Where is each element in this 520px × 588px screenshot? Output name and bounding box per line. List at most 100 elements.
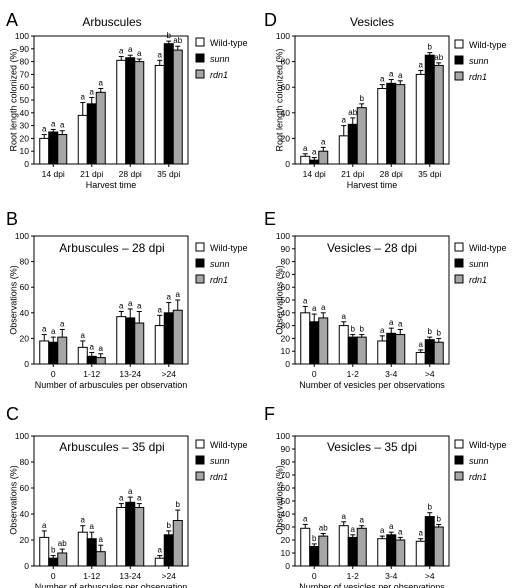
bar <box>377 340 388 365</box>
significance-label: a <box>380 526 385 535</box>
legend-label: Wild-type <box>469 243 507 253</box>
significance-label: a <box>60 319 65 328</box>
y-tick-label: 30 <box>281 321 291 331</box>
legend-swatch <box>454 242 464 252</box>
bar <box>77 531 88 567</box>
bar <box>95 551 106 567</box>
y-tick-label: 10 <box>281 346 291 356</box>
y-tick-label: 10 <box>281 548 291 558</box>
legend-label: sunn <box>210 259 230 269</box>
bar <box>347 336 358 365</box>
bar <box>356 527 367 567</box>
chart-title: Arbuscules <box>82 15 141 29</box>
y-tick-label: 40 <box>281 509 291 519</box>
y-tick-label: 0 <box>24 359 29 369</box>
bar <box>172 309 183 365</box>
legend-label: rdn1 <box>210 472 228 482</box>
bar <box>163 534 174 567</box>
x-tick-label: 28 dpi <box>380 169 403 179</box>
x-axis-label: Number of vesicles per observations <box>299 582 445 588</box>
bar <box>48 341 59 365</box>
bar <box>116 316 127 365</box>
bar <box>386 82 397 165</box>
legend: Wild-type sunn rdn1 <box>195 242 248 285</box>
legend-swatch <box>195 439 205 449</box>
legend: Wild-type sunn rdn1 <box>454 439 507 482</box>
x-tick-label: 14 dpi <box>42 169 65 179</box>
significance-label: ab <box>348 108 357 117</box>
x-tick-label: 35 dpi <box>418 169 441 179</box>
significance-label: a <box>119 494 124 503</box>
legend-label: Wild-type <box>210 38 248 48</box>
significance-label: a <box>398 527 403 536</box>
y-tick-label: 20 <box>281 333 291 343</box>
significance-label: b <box>351 325 356 334</box>
legend-swatch <box>454 439 464 449</box>
bar <box>125 57 136 165</box>
x-tick-label: >24 <box>162 571 177 581</box>
bar <box>57 134 68 165</box>
x-tick-label: 1-2 <box>347 571 360 581</box>
bar <box>395 334 406 365</box>
bar <box>95 91 106 165</box>
y-tick-label: 10 <box>20 146 30 156</box>
legend-swatch <box>195 37 205 47</box>
y-tick-label: 0 <box>285 561 290 571</box>
legend-swatch <box>195 69 205 79</box>
y-axis-label: Observations (%) <box>274 465 284 535</box>
y-tick-label: 80 <box>20 457 30 467</box>
y-tick-label: 50 <box>281 295 291 305</box>
bar <box>134 507 145 567</box>
x-tick-label: 3-4 <box>385 571 398 581</box>
bar <box>48 557 59 567</box>
significance-label: a <box>51 327 56 336</box>
panel-letter: D <box>264 10 277 30</box>
y-tick-label: 40 <box>281 308 291 318</box>
bar <box>125 317 136 365</box>
significance-label: a <box>303 296 308 305</box>
y-tick-label: 80 <box>281 57 291 67</box>
panel-b: B Arbuscules – 28 dpi 0 20 40 60 80 100 Observat… <box>6 209 248 390</box>
significance-label: b <box>312 534 317 543</box>
plot-frame <box>33 435 189 567</box>
bar <box>415 73 426 165</box>
legend: Wild-type sunn rdn1 <box>454 242 507 285</box>
bar <box>172 520 183 567</box>
x-tick-label: >4 <box>425 571 435 581</box>
x-tick-label: 13-24 <box>119 369 141 379</box>
significance-label: a <box>90 342 95 351</box>
legend-label: rdn1 <box>210 70 228 80</box>
bar <box>338 325 349 365</box>
y-tick-label: 0 <box>24 561 29 571</box>
panel-letter: F <box>264 404 275 424</box>
panel-letter: E <box>264 209 276 229</box>
y-tick-label: 40 <box>20 308 30 318</box>
bar <box>39 340 50 365</box>
y-tick-label: 30 <box>281 522 291 532</box>
significance-label: a <box>351 525 356 534</box>
legend-swatch <box>454 39 464 49</box>
y-tick-label: 50 <box>281 496 291 506</box>
x-tick-label: 13-24 <box>119 571 141 581</box>
significance-label: a <box>128 45 133 54</box>
panel-c: C Arbuscules – 35 dpi 0 20 40 60 80 100 Observat… <box>6 404 248 588</box>
legend-swatch <box>195 274 205 284</box>
x-tick-label: 14 dpi <box>303 169 326 179</box>
significance-label: a <box>99 344 104 353</box>
significance-label: a <box>342 512 347 521</box>
bar <box>415 540 426 567</box>
bar <box>424 339 435 365</box>
x-tick-label: >4 <box>425 369 435 379</box>
bar <box>57 336 68 365</box>
y-axis-label: Observations (%) <box>274 265 284 335</box>
bar <box>338 135 349 165</box>
legend-label: sunn <box>210 456 230 466</box>
y-tick-label: 20 <box>20 133 30 143</box>
y-tick-label: 90 <box>281 444 291 454</box>
significance-label: a <box>42 325 47 334</box>
significance-label: a <box>128 299 133 308</box>
panel-f: F Vesicles – 35 dpi 0 10 20 30 40 50 60 70 80 90 100… <box>264 404 507 588</box>
y-tick-label: 0 <box>285 159 290 169</box>
y-tick-label: 80 <box>281 457 291 467</box>
significance-label: a <box>90 522 95 531</box>
